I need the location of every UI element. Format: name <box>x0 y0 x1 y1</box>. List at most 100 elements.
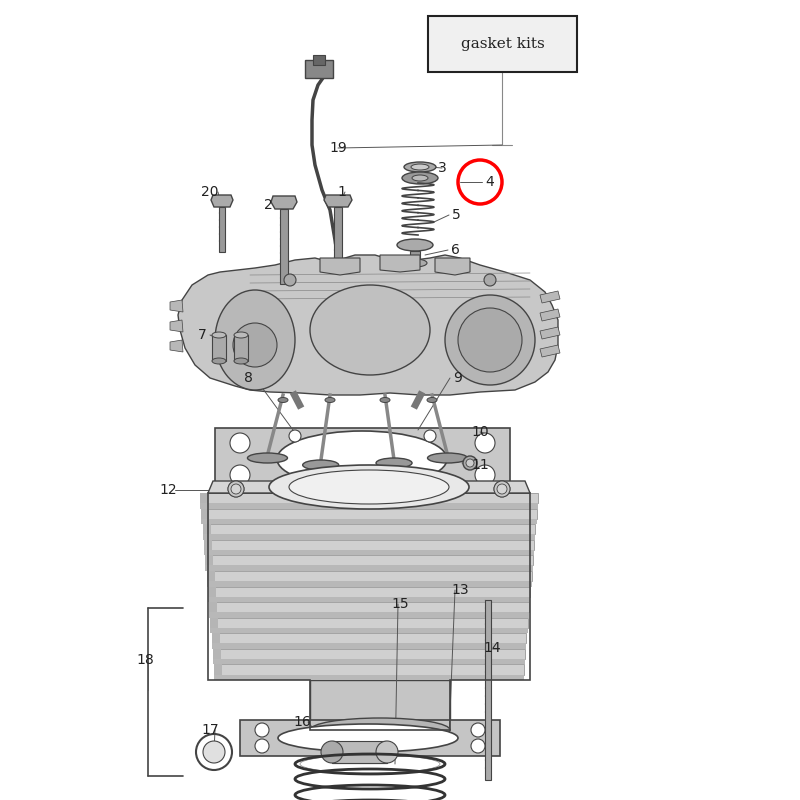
Polygon shape <box>540 291 560 303</box>
Polygon shape <box>214 674 524 680</box>
Polygon shape <box>202 509 537 518</box>
Polygon shape <box>170 320 183 332</box>
Circle shape <box>233 323 277 367</box>
Polygon shape <box>202 509 210 518</box>
Bar <box>280 209 288 284</box>
Circle shape <box>255 739 269 753</box>
Polygon shape <box>320 258 360 275</box>
Polygon shape <box>540 327 560 339</box>
Text: 13: 13 <box>451 583 469 597</box>
Text: 9: 9 <box>454 371 462 385</box>
Polygon shape <box>310 680 450 730</box>
Polygon shape <box>204 540 212 550</box>
Text: gasket kits: gasket kits <box>461 37 544 51</box>
Bar <box>485 600 491 780</box>
Circle shape <box>289 477 301 489</box>
Ellipse shape <box>412 175 428 181</box>
Polygon shape <box>202 534 535 540</box>
Polygon shape <box>206 581 531 586</box>
Text: 6: 6 <box>450 243 459 257</box>
Polygon shape <box>380 255 420 272</box>
Polygon shape <box>209 602 529 612</box>
Circle shape <box>424 430 436 442</box>
Ellipse shape <box>411 164 429 170</box>
Polygon shape <box>208 586 530 597</box>
Polygon shape <box>204 540 534 550</box>
Text: 10: 10 <box>471 425 489 439</box>
Polygon shape <box>170 300 183 312</box>
Text: 19: 19 <box>329 141 347 155</box>
Circle shape <box>458 308 522 372</box>
Polygon shape <box>202 524 210 534</box>
Polygon shape <box>206 571 214 581</box>
Polygon shape <box>213 649 221 659</box>
Ellipse shape <box>247 453 287 463</box>
Polygon shape <box>200 493 208 503</box>
Bar <box>334 207 342 272</box>
Circle shape <box>484 274 496 286</box>
Polygon shape <box>435 258 470 275</box>
Circle shape <box>289 430 301 442</box>
Text: 17: 17 <box>201 723 219 737</box>
Polygon shape <box>205 555 213 566</box>
Bar <box>313 55 325 65</box>
Ellipse shape <box>277 431 447 487</box>
Polygon shape <box>540 345 560 357</box>
Polygon shape <box>324 195 352 207</box>
Ellipse shape <box>234 358 248 364</box>
Polygon shape <box>202 524 535 534</box>
Circle shape <box>255 723 269 737</box>
Circle shape <box>466 459 474 467</box>
Ellipse shape <box>427 398 437 402</box>
Circle shape <box>424 477 436 489</box>
Polygon shape <box>210 618 528 628</box>
Circle shape <box>494 481 510 497</box>
Bar <box>332 741 387 763</box>
Text: 12: 12 <box>159 483 177 497</box>
Ellipse shape <box>397 239 433 251</box>
Text: 18: 18 <box>136 653 154 667</box>
Text: 7: 7 <box>198 328 206 342</box>
Circle shape <box>471 739 485 753</box>
Polygon shape <box>209 602 217 612</box>
Ellipse shape <box>269 465 469 509</box>
Polygon shape <box>211 195 233 207</box>
Polygon shape <box>170 340 183 352</box>
Ellipse shape <box>310 718 450 742</box>
Circle shape <box>494 481 510 497</box>
Circle shape <box>475 433 495 453</box>
Bar <box>219 207 225 252</box>
Ellipse shape <box>310 285 430 375</box>
Polygon shape <box>213 649 525 659</box>
Text: 11: 11 <box>471 458 489 472</box>
Ellipse shape <box>212 358 226 364</box>
Ellipse shape <box>402 172 438 184</box>
Circle shape <box>231 484 241 494</box>
Polygon shape <box>210 618 218 628</box>
Bar <box>212 335 226 361</box>
Ellipse shape <box>278 398 288 402</box>
Polygon shape <box>240 720 500 756</box>
Polygon shape <box>212 634 526 643</box>
Ellipse shape <box>325 398 335 402</box>
Ellipse shape <box>376 458 412 468</box>
Circle shape <box>463 456 477 470</box>
Ellipse shape <box>321 741 343 763</box>
Polygon shape <box>210 628 528 634</box>
Circle shape <box>230 465 250 485</box>
Bar <box>234 335 248 361</box>
Polygon shape <box>214 665 222 674</box>
Polygon shape <box>208 597 530 602</box>
Text: 4: 4 <box>486 175 494 189</box>
Polygon shape <box>178 255 558 395</box>
Circle shape <box>284 274 296 286</box>
Ellipse shape <box>404 162 436 172</box>
Ellipse shape <box>427 453 467 463</box>
Bar <box>410 251 420 263</box>
Circle shape <box>230 433 250 453</box>
Bar <box>305 60 333 78</box>
Polygon shape <box>204 550 534 555</box>
Polygon shape <box>212 634 220 643</box>
Polygon shape <box>206 571 531 581</box>
Polygon shape <box>208 586 216 597</box>
